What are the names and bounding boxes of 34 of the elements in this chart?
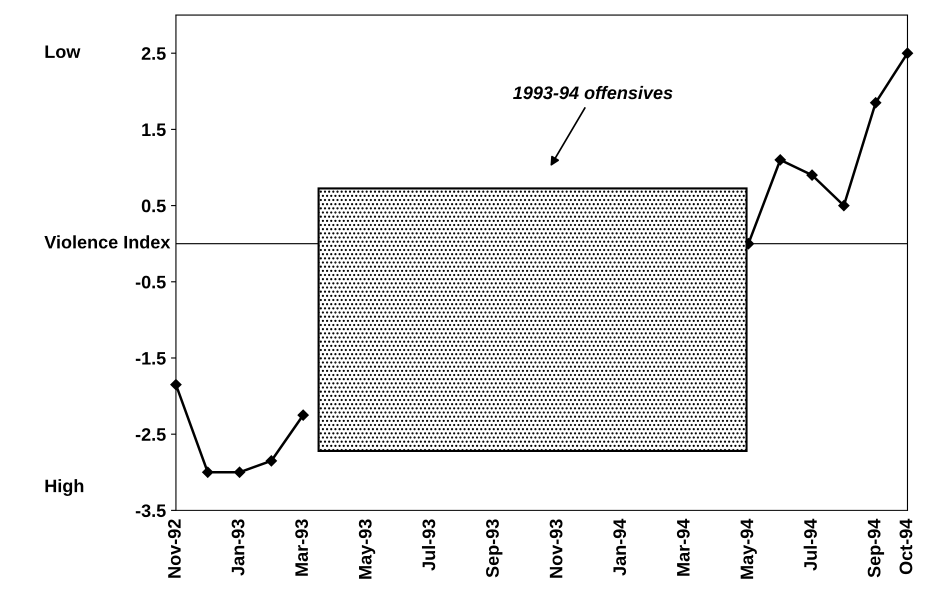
x-tick-label: Jan-94 <box>613 518 626 576</box>
x-tick-label: Nov-93 <box>550 519 562 578</box>
y-tick-label: -0.5 <box>136 276 166 289</box>
x-tick-label: May-93 <box>358 519 376 579</box>
point <box>202 466 214 478</box>
x-tick-label: Jan-93 <box>232 519 244 576</box>
point <box>170 379 182 390</box>
y-tick-label: -2.5 <box>136 428 166 441</box>
y-axis-title: Violence Index <box>44 235 170 249</box>
x-tick-label: Jul-93 <box>422 519 436 571</box>
point <box>838 200 850 212</box>
point <box>902 48 914 59</box>
y-tick-label: 0.5 <box>142 200 166 212</box>
point <box>774 154 786 166</box>
x-tick-label: May-94 <box>740 518 757 579</box>
point <box>870 97 882 108</box>
y-tick-label: -3.5 <box>136 504 166 518</box>
y-tick-label: -1.5 <box>136 352 166 365</box>
text: High <box>45 479 84 496</box>
x-tick-label: Sep-93 <box>486 519 502 578</box>
x-tick-label: Jul-94 <box>804 518 817 571</box>
x-tick-label: Sep-94 <box>868 518 884 578</box>
y-tick-label: 1.5 <box>142 124 166 136</box>
annotation: 1993-94 offensives <box>513 86 672 100</box>
point <box>234 466 246 478</box>
point <box>266 455 277 466</box>
x-tick-label: Mar-94 <box>676 518 690 576</box>
text: Low <box>45 45 80 58</box>
x-tick-label: Nov-92 <box>168 519 181 578</box>
y-tick-label: 2.5 <box>142 47 166 60</box>
point <box>806 170 818 181</box>
x-tick-label: Mar-93 <box>295 519 308 576</box>
point <box>298 410 309 421</box>
x-tick-label: Oct-94 <box>900 518 912 574</box>
